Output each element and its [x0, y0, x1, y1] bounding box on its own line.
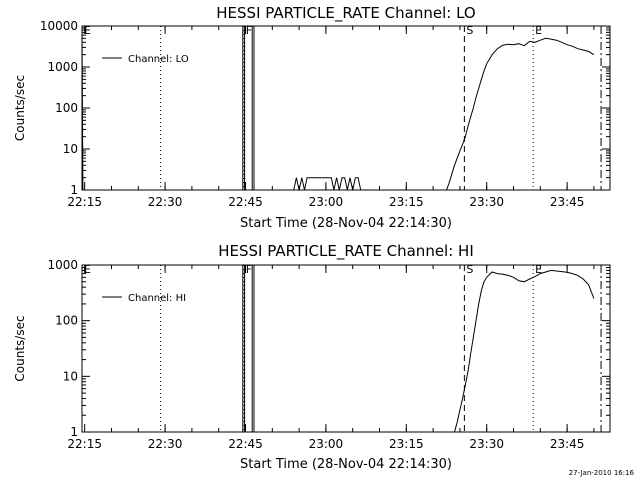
event-marker-label: E: [84, 24, 91, 37]
x-tick-label: 22:30: [148, 195, 183, 209]
event-marker-label: F: [84, 24, 90, 37]
chart-title: HESSI PARTICLE_RATE Channel: HI: [218, 242, 474, 261]
x-tick-label: 23:30: [469, 195, 504, 209]
y-tick-label: 1000: [47, 60, 78, 74]
series-line-0-seg-0: [242, 264, 246, 432]
series-line-0-seg-3: [293, 177, 364, 191]
event-marker-label: S: [466, 263, 473, 276]
x-tick-label: 23:15: [389, 437, 424, 451]
series-line-0-seg-1: [251, 264, 255, 432]
x-tick-label: 23:45: [550, 195, 585, 209]
event-marker-label: E: [535, 24, 542, 37]
render-timestamp: 27-Jan-2010 16:16: [568, 469, 634, 477]
x-tick-label: 23:30: [469, 437, 504, 451]
y-tick-label: 100: [55, 101, 78, 115]
y-tick-label: 1: [70, 183, 78, 197]
legend-label: Channel: HI: [128, 293, 186, 304]
x-tick-label: 23:15: [389, 195, 424, 209]
event-marker-label: E: [535, 263, 542, 276]
x-tick-label: 23:45: [550, 437, 585, 451]
y-tick-label: 1: [70, 425, 78, 439]
legend-label: Channel: LO: [128, 54, 189, 65]
chart-panel-1: HESSI PARTICLE_RATE Channel: HI Start Tim…: [13, 242, 611, 472]
x-tick-label: 23:00: [309, 195, 344, 209]
x-tick-label: 22:15: [67, 437, 102, 451]
y-tick-label: 10: [63, 142, 78, 156]
chart-panel-0: HESSI PARTICLE_RATE Channel: LO Start Tim…: [13, 4, 611, 231]
x-tick-label: 22:30: [148, 437, 183, 451]
series-line-0-seg-2: [454, 269, 595, 433]
x-axis-label: Start Time (28-Nov-04 22:14:30): [240, 457, 452, 472]
plot-frame: [81, 25, 611, 191]
y-tick-label: 10000: [40, 19, 78, 33]
series-line-0-seg-2: [251, 25, 255, 190]
y-axis-label: Counts/sec: [13, 75, 27, 141]
plot-frame: [81, 264, 611, 433]
x-axis-label: Start Time (28-Nov-04 22:14:30): [240, 216, 452, 231]
x-tick-label: 23:00: [309, 437, 344, 451]
y-tick-label: 10: [63, 369, 78, 383]
y-tick-label: 1000: [47, 258, 78, 272]
y-tick-label: 100: [55, 314, 78, 328]
series-line-0-seg-1: [242, 25, 246, 190]
series-line-0-seg-4: [446, 37, 595, 191]
x-tick-label: 22:15: [67, 195, 102, 209]
x-tick-label: 22:45: [228, 437, 263, 451]
event-marker-label: S: [466, 24, 473, 37]
event-marker-label: F: [246, 24, 252, 37]
x-tick-label: 22:45: [228, 195, 263, 209]
event-marker-label: E: [84, 263, 91, 276]
chart-title: HESSI PARTICLE_RATE Channel: LO: [216, 4, 475, 23]
series-line-0-seg-0: [81, 29, 84, 191]
y-axis-label: Counts/sec: [13, 315, 27, 381]
event-marker-label: F: [246, 263, 252, 276]
